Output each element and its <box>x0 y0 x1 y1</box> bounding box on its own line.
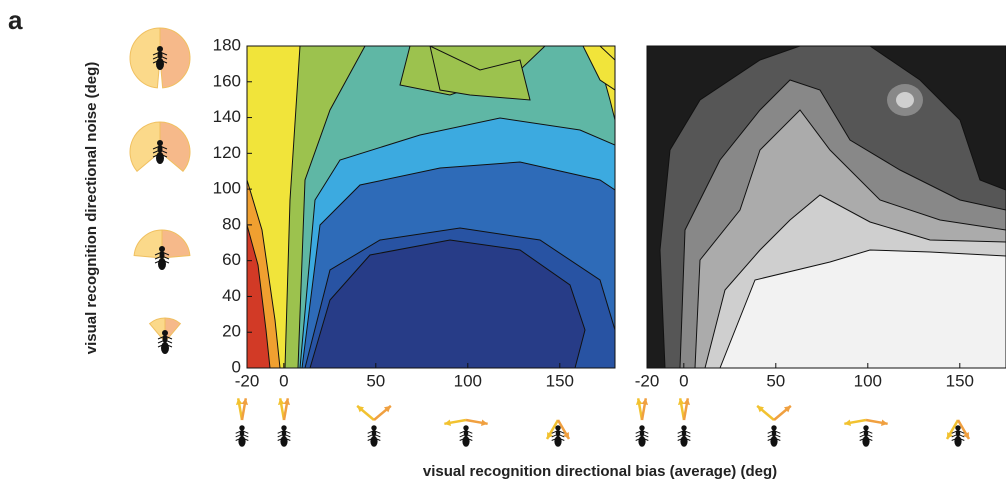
y-tick-label: 60 <box>222 250 241 269</box>
ant-icon <box>156 152 164 164</box>
fan-icon <box>160 122 190 171</box>
ant-icon <box>554 436 561 447</box>
ant-icon <box>158 258 166 270</box>
y-tick-label: 40 <box>222 286 241 305</box>
fan-icon <box>130 122 160 171</box>
y-tick-label: 120 <box>213 143 241 162</box>
x-tick-label: 50 <box>766 371 785 390</box>
ant-icon <box>862 436 869 447</box>
contour-right <box>647 46 1006 368</box>
x-tick-label: 0 <box>279 371 288 390</box>
ant-icon <box>280 436 287 447</box>
x-axis-label: visual recognition directional bias (ave… <box>423 463 777 480</box>
ant-icon <box>161 342 169 354</box>
ant-icon <box>156 58 164 70</box>
y-axis-label: visual recognition directional noise (de… <box>83 62 100 355</box>
y-tick-label: 80 <box>222 214 241 233</box>
ant-icon <box>770 436 777 447</box>
figure: a visual recognition directional noise (… <box>0 0 1006 490</box>
x-tick-label: -20 <box>635 371 660 390</box>
ant-icon <box>462 436 469 447</box>
y-tick-label: 160 <box>213 71 241 90</box>
ant-icon <box>680 436 687 447</box>
x-tick-label: 50 <box>366 371 385 390</box>
x-tick-label: 150 <box>946 371 974 390</box>
ant-icon <box>370 436 377 447</box>
y-tick-label: 20 <box>222 322 241 341</box>
panel-label: a <box>8 5 23 35</box>
y-tick-label: 140 <box>213 107 241 126</box>
x-tick-label: 0 <box>679 371 688 390</box>
x-tick-label: 100 <box>454 371 482 390</box>
ant-icon <box>638 436 645 447</box>
x-tick-label: 150 <box>546 371 574 390</box>
contour-left <box>247 46 615 368</box>
contour-band <box>896 92 914 108</box>
y-tick-label: 100 <box>213 179 241 198</box>
ant-icon <box>238 436 245 447</box>
x-tick-label: 100 <box>854 371 882 390</box>
y-tick-label: 180 <box>213 35 241 54</box>
ant-icon <box>954 436 961 447</box>
y-tick-label: 0 <box>232 357 241 376</box>
